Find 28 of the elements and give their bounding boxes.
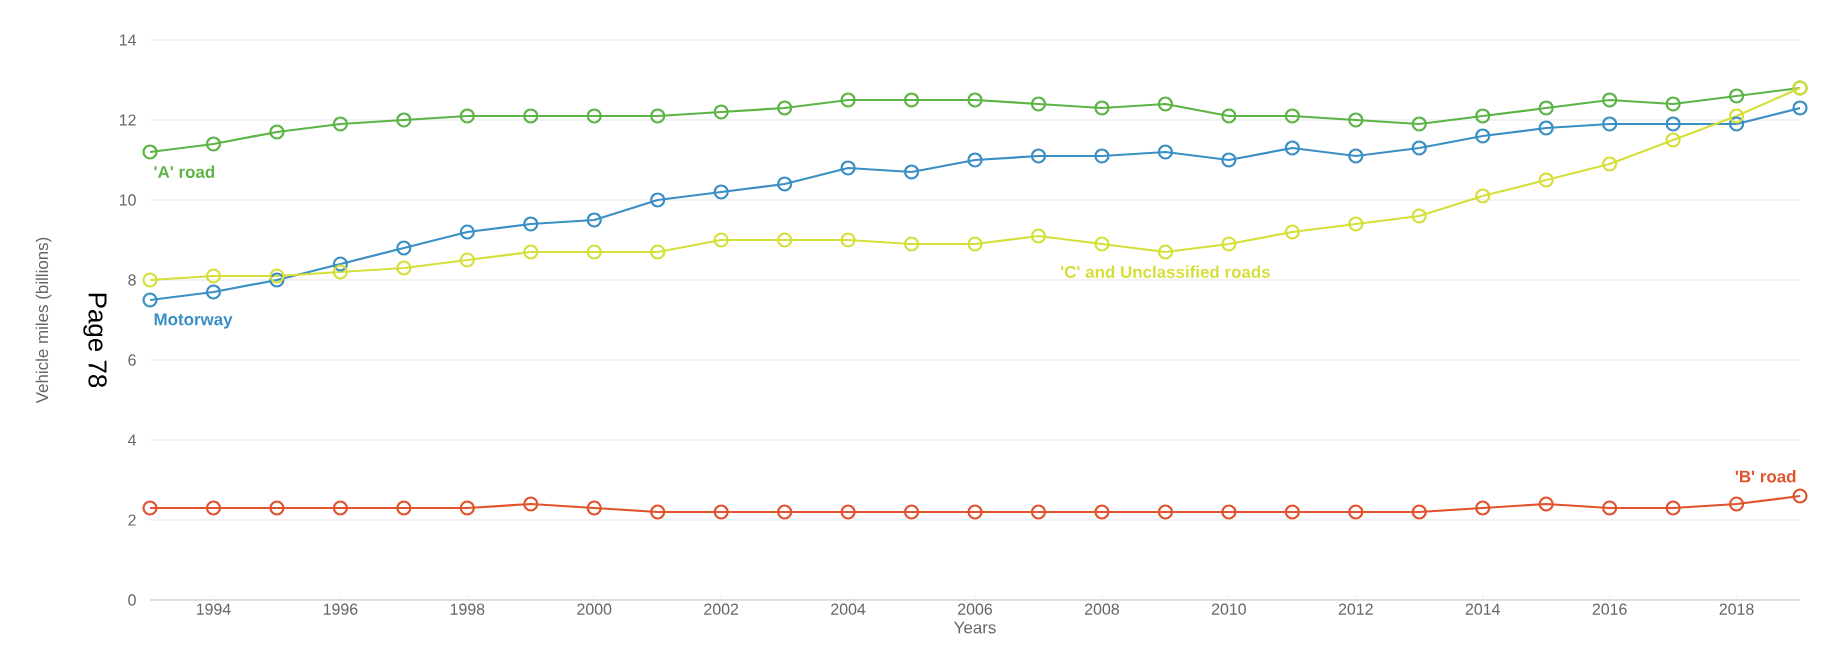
series-label: 'B' road bbox=[1735, 470, 1796, 483]
series-label: 'A' road bbox=[154, 165, 215, 178]
y-tick-label: 10 bbox=[119, 194, 136, 206]
y-axis-title: Vehicle miles (billions) bbox=[35, 237, 52, 404]
y-tick-label: 2 bbox=[128, 514, 136, 526]
x-tick-label: 2004 bbox=[831, 603, 866, 615]
y-tick-label: 8 bbox=[128, 274, 136, 286]
y-tick-label: 4 bbox=[127, 434, 137, 446]
x-tick-label: 1998 bbox=[450, 603, 485, 615]
series-label: 'C' and Unclassified roads bbox=[1061, 265, 1270, 278]
x-tick-label: 1994 bbox=[196, 603, 231, 615]
x-tick-label: 2018 bbox=[1719, 603, 1754, 615]
x-tick-label: 2000 bbox=[577, 603, 612, 615]
x-tick-label: 1996 bbox=[323, 603, 358, 615]
x-tick-label: 2006 bbox=[958, 603, 993, 615]
series-label: Motorway bbox=[154, 313, 233, 329]
x-tick-label: 2008 bbox=[1085, 603, 1119, 615]
x-tick-label: 2016 bbox=[1592, 603, 1627, 615]
x-tick-label: 2010 bbox=[1211, 603, 1246, 615]
x-tick-label: 2014 bbox=[1465, 603, 1500, 615]
y-tick-label: 6 bbox=[128, 354, 136, 366]
y-tick-label: 12 bbox=[119, 114, 136, 126]
x-axis-title: Years bbox=[954, 621, 996, 634]
x-tick-label: 2002 bbox=[704, 603, 739, 615]
y-tick-label: 0 bbox=[128, 594, 136, 606]
text: Page 78 bbox=[83, 293, 107, 388]
y-tick-label: 14 bbox=[119, 34, 136, 46]
x-tick-label: 2012 bbox=[1338, 603, 1373, 615]
